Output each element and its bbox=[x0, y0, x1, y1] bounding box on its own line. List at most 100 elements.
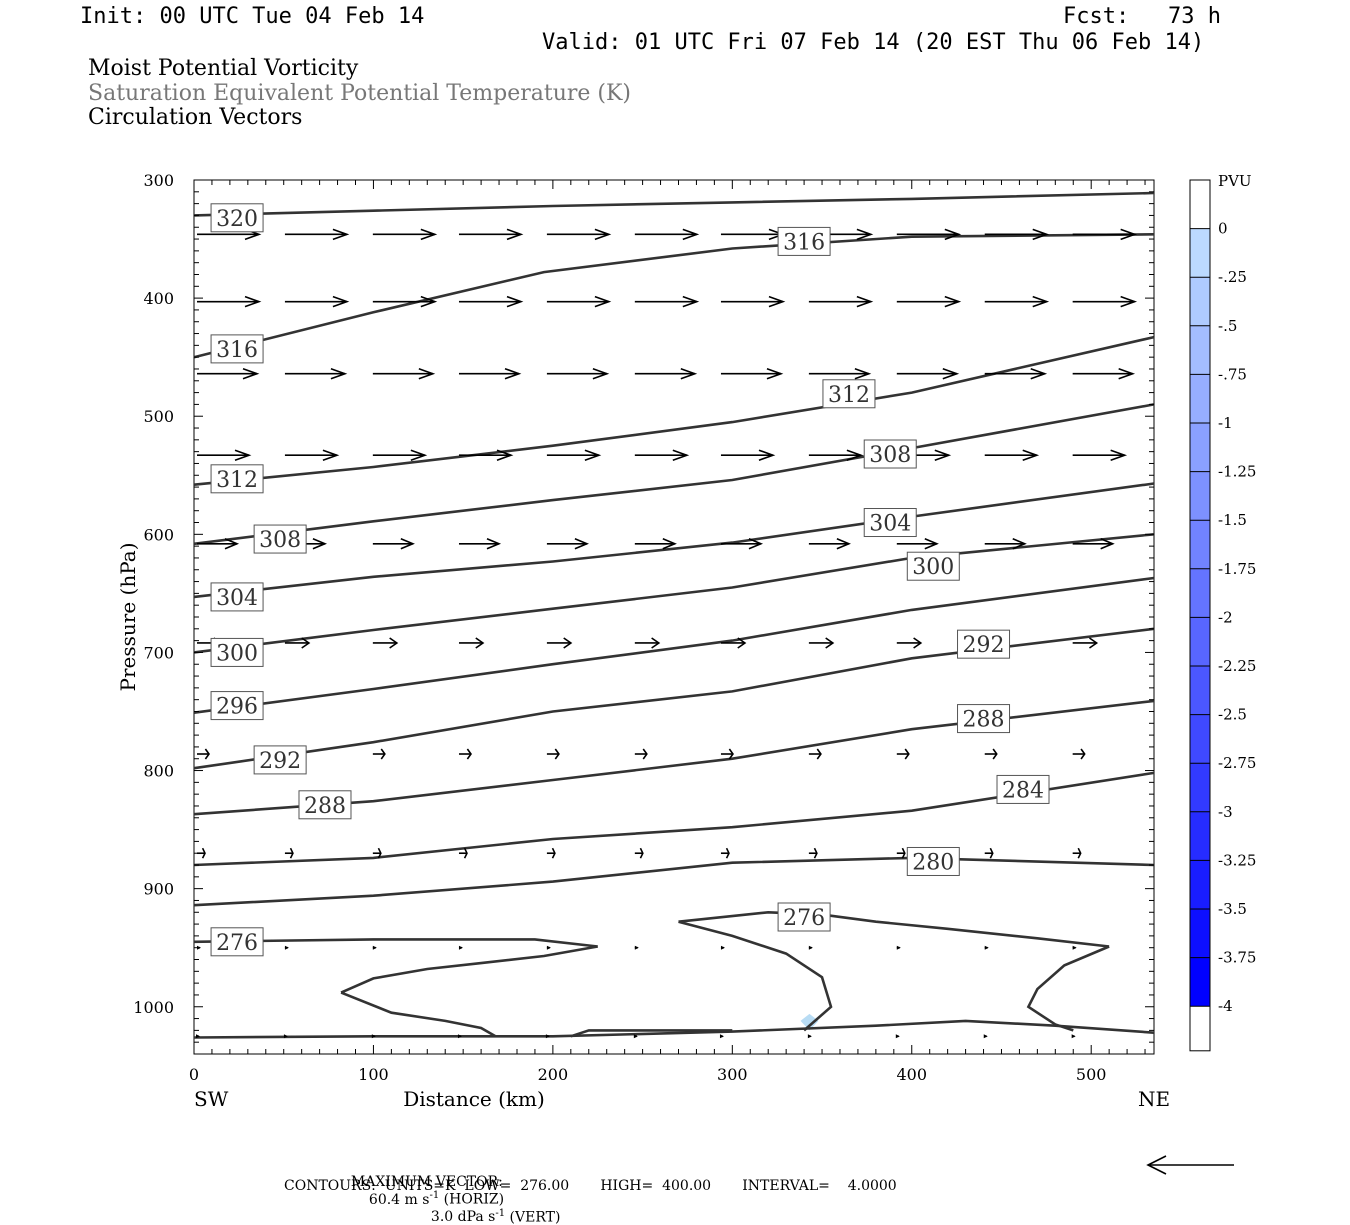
vector-head bbox=[1077, 847, 1082, 859]
contour-label-box bbox=[210, 464, 264, 494]
vector-head bbox=[506, 295, 524, 308]
vector-head bbox=[283, 1034, 288, 1039]
vector-head bbox=[924, 538, 939, 550]
vector-head bbox=[594, 228, 612, 241]
vector-head bbox=[934, 449, 952, 461]
vector-head bbox=[372, 945, 377, 950]
vector-head bbox=[1071, 1034, 1076, 1039]
colorbar-cell bbox=[1190, 666, 1210, 715]
vector-head bbox=[244, 295, 262, 308]
vector-head bbox=[901, 847, 906, 859]
colorbar-unit: PVU bbox=[1218, 172, 1252, 190]
x-tick-label: 0 bbox=[189, 1065, 199, 1084]
vector-head bbox=[463, 847, 468, 859]
vector-head bbox=[737, 637, 747, 649]
y-tick-label: 900 bbox=[143, 880, 174, 899]
vector-head bbox=[594, 295, 612, 308]
contour-label: 280 bbox=[912, 850, 954, 875]
contour-304 bbox=[193, 482, 1155, 599]
x-end-label-ne: NE bbox=[1138, 1087, 1170, 1111]
valid-time: Valid: 01 UTC Fri 07 Feb 14 (20 EST Thu … bbox=[542, 30, 1205, 55]
vector-head bbox=[672, 449, 690, 461]
vector-head bbox=[420, 295, 438, 308]
contour-label: 308 bbox=[869, 443, 911, 468]
vector-head bbox=[768, 295, 786, 308]
contour-label: 276 bbox=[783, 906, 825, 931]
contour-label-box bbox=[957, 629, 1011, 659]
vector-head bbox=[766, 367, 784, 380]
colorbar-cell bbox=[1190, 568, 1210, 618]
vector-head bbox=[642, 748, 648, 760]
vector-head bbox=[1089, 637, 1099, 649]
colorbar-cell bbox=[1190, 909, 1210, 958]
vector-head bbox=[1032, 295, 1050, 308]
vector-head bbox=[639, 847, 644, 859]
contour-label: 288 bbox=[304, 794, 346, 819]
vector-head bbox=[486, 538, 502, 550]
vector-head bbox=[748, 538, 764, 550]
cross-section-chart: 3203163163123123083083043043003002962922… bbox=[116, 171, 1256, 1111]
colorbar-label: -1.75 bbox=[1218, 560, 1256, 578]
contour-276-cell bbox=[570, 1029, 733, 1038]
contour-296 bbox=[193, 576, 1155, 714]
contour-label-box bbox=[863, 508, 917, 538]
max-vector-label: MAXIMUM VECTOR: bbox=[350, 1174, 503, 1190]
colorbar-cell bbox=[1190, 471, 1210, 521]
vector-head bbox=[728, 748, 734, 760]
contour-label: 296 bbox=[216, 695, 258, 720]
vector-head bbox=[584, 449, 602, 461]
vector-head bbox=[816, 748, 822, 760]
y-tick-label: 600 bbox=[143, 525, 174, 544]
vector-head bbox=[813, 847, 818, 859]
contour-label: 316 bbox=[783, 230, 825, 255]
colorbar-label: -3.5 bbox=[1218, 900, 1247, 918]
x-tick-label: 300 bbox=[717, 1065, 748, 1084]
y-tick-label: 400 bbox=[143, 289, 174, 308]
contour-292 bbox=[193, 627, 1155, 770]
vector-head bbox=[1110, 449, 1128, 461]
vector-head bbox=[983, 1034, 988, 1039]
vector-head bbox=[720, 945, 725, 950]
colorbar-label: -.75 bbox=[1218, 365, 1247, 383]
vector-head bbox=[1080, 748, 1086, 760]
colorbar-cell bbox=[1190, 374, 1210, 423]
colorbar-cell bbox=[1190, 325, 1210, 375]
contour-label-box bbox=[210, 203, 264, 233]
vector-head bbox=[807, 1034, 812, 1039]
colorbar-border bbox=[1189, 179, 1211, 1052]
vector-head bbox=[496, 449, 514, 461]
vector-head bbox=[682, 228, 700, 241]
vector-head bbox=[1118, 367, 1136, 380]
circulation-vectors bbox=[196, 228, 1138, 1039]
vector-head bbox=[196, 1034, 200, 1039]
colorbar-label: -4 bbox=[1218, 997, 1233, 1015]
colorbar-label: -3.25 bbox=[1218, 851, 1256, 869]
contour-276 bbox=[193, 938, 598, 948]
contour-280 bbox=[193, 856, 1155, 907]
vector-head bbox=[719, 1034, 724, 1039]
vector-head bbox=[856, 228, 874, 241]
colorbar-label: -2 bbox=[1218, 608, 1233, 626]
y-tick-label: 800 bbox=[143, 762, 174, 781]
contour-276-cell bbox=[193, 1019, 1155, 1039]
vector-head bbox=[854, 367, 872, 380]
vector-head bbox=[1120, 295, 1138, 308]
vector-head bbox=[506, 228, 524, 241]
contour-label-box bbox=[210, 334, 264, 364]
field-title-mpv: Moist Potential Vorticity bbox=[88, 56, 359, 81]
contour-label: 292 bbox=[963, 633, 1005, 658]
contour-276-cell bbox=[678, 910, 1110, 948]
vector-head bbox=[466, 748, 472, 760]
vector-head bbox=[1030, 367, 1048, 380]
contour-label-box bbox=[210, 582, 264, 612]
vector-head bbox=[204, 748, 210, 760]
colorbar-label: -2.25 bbox=[1218, 657, 1256, 675]
vector-head bbox=[201, 847, 206, 859]
colorbar-label: -2.5 bbox=[1218, 706, 1247, 724]
init-time: Init: 00 UTC Tue 04 Feb 14 bbox=[80, 4, 425, 29]
field-title-vectors: Circulation Vectors bbox=[88, 105, 303, 130]
vector-head bbox=[312, 538, 328, 550]
contour-276-cell bbox=[1026, 945, 1110, 1032]
contour-label: 288 bbox=[963, 708, 1005, 733]
field-title-theta-es: Saturation Equivalent Potential Temperat… bbox=[88, 81, 631, 106]
